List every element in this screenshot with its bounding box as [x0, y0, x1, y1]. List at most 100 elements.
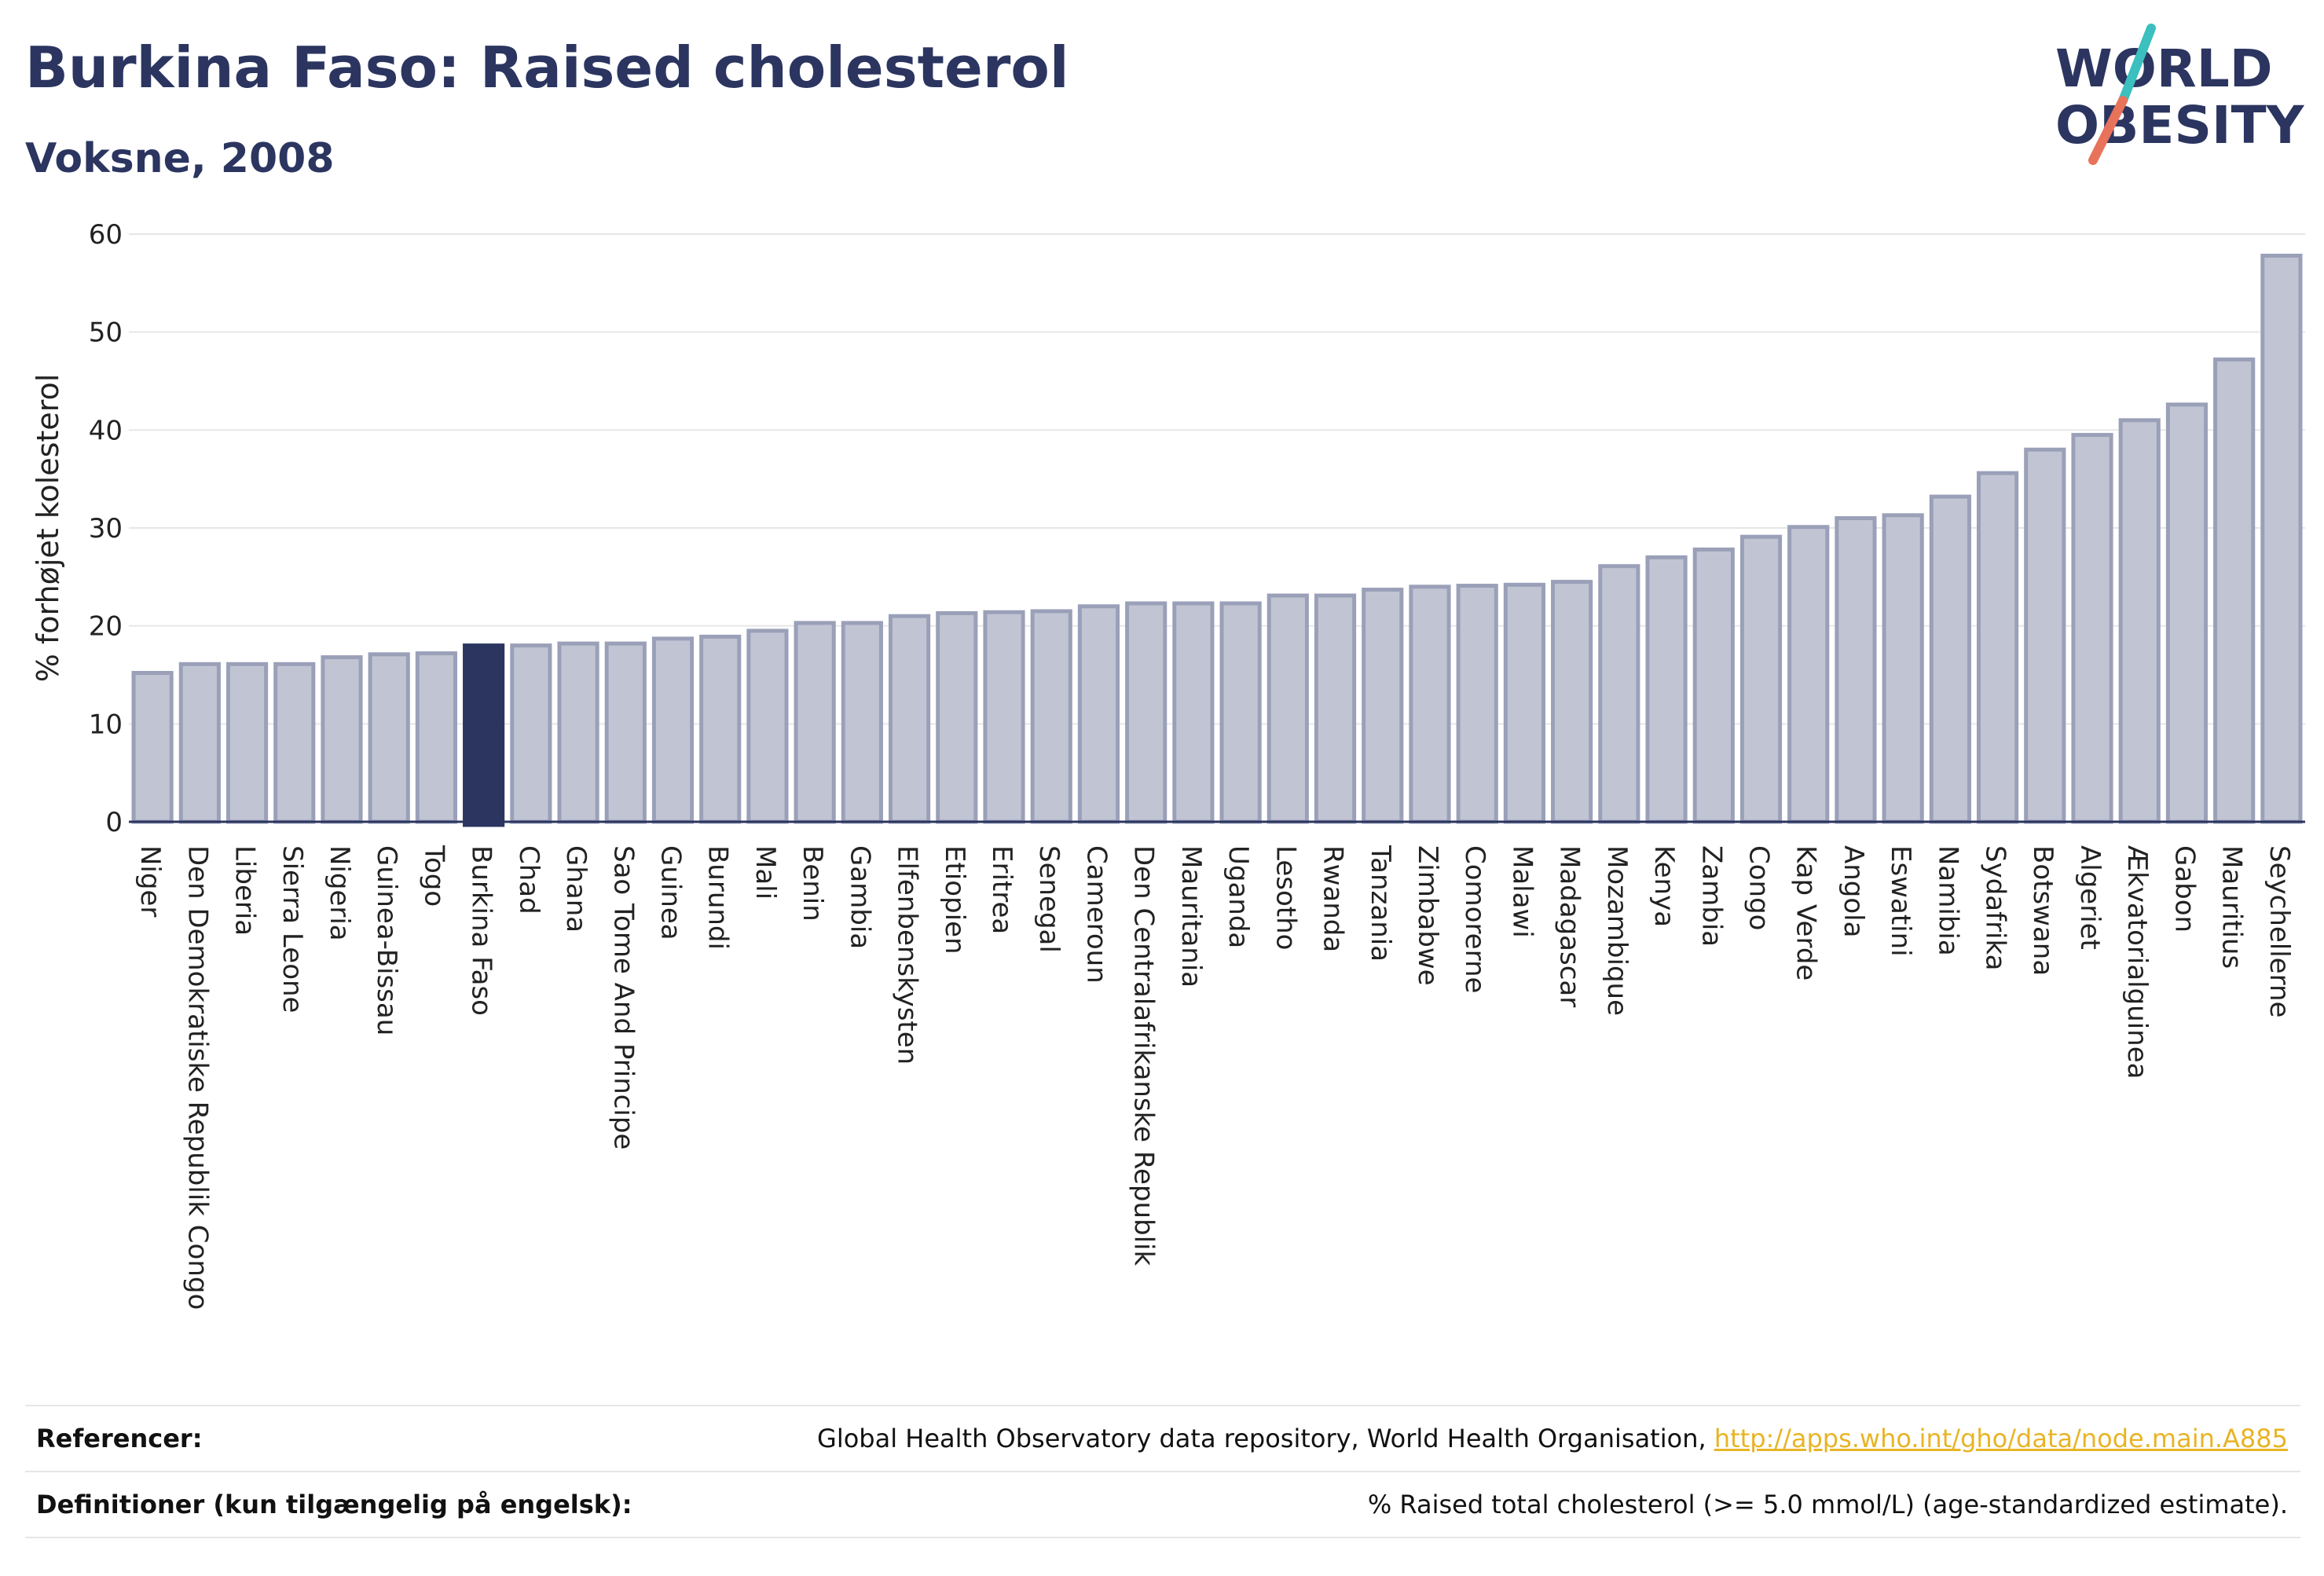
bar[interactable]: [794, 621, 836, 824]
references-text: Global Health Observatory data repositor…: [817, 1424, 1714, 1453]
bar[interactable]: [2071, 433, 2113, 824]
x-tick-label: Benin: [797, 845, 828, 922]
bar[interactable]: [131, 671, 174, 824]
bar[interactable]: [2165, 402, 2209, 824]
x-tick-label: Gambia: [844, 845, 875, 949]
bar[interactable]: [604, 641, 647, 824]
bar[interactable]: [2118, 418, 2161, 824]
x-tick-label: Etiopien: [939, 845, 970, 955]
y-tick-label: 40: [89, 415, 123, 446]
bar[interactable]: [889, 614, 931, 824]
x-tick-label: Guinea: [655, 845, 687, 940]
bar[interactable]: [1077, 604, 1120, 824]
definitions-label: Definitioner (kun tilgængelig på engelsk…: [36, 1490, 632, 1519]
world-obesity-logo: WORLD OBESITY: [2055, 24, 2305, 165]
x-tick-label: Nigeria: [324, 845, 355, 941]
x-tick-label: Mozambique: [1601, 845, 1633, 1016]
bar[interactable]: [273, 662, 316, 824]
x-tick-label: Kenya: [1648, 845, 1680, 927]
x-tick-label: Uganda: [1222, 845, 1254, 948]
bar[interactable]: [983, 610, 1025, 824]
x-tick-label: Tanzania: [1365, 845, 1396, 962]
references-link[interactable]: http://apps.who.int/gho/data/node.main.A…: [1714, 1424, 2288, 1453]
x-tick-label: Gabon: [2168, 845, 2200, 933]
x-tick-label: Den Centralafrikanske Republik: [1128, 845, 1160, 1266]
bar[interactable]: [2260, 253, 2303, 824]
x-tick-label: Sydafrika: [1980, 845, 2011, 970]
x-tick-label: Niger: [134, 845, 166, 917]
x-tick-label: Elfenbenskysten: [892, 845, 923, 1065]
bar[interactable]: [1977, 471, 2019, 824]
x-tick-label: Madagascar: [1554, 845, 1585, 1007]
x-tick-label: Sao Tome And Principe: [607, 845, 639, 1149]
bar[interactable]: [699, 634, 742, 824]
bar[interactable]: [415, 651, 458, 824]
x-tick-label: Senegal: [1033, 845, 1065, 953]
x-tick-label: Rwanda: [1318, 845, 1349, 952]
bar[interactable]: [651, 636, 695, 824]
bar[interactable]: [936, 610, 978, 824]
x-tick-label: Togo: [418, 845, 449, 907]
x-tick-label: Burundi: [702, 845, 734, 950]
bar-highlighted[interactable]: [463, 643, 505, 827]
bar[interactable]: [510, 643, 552, 824]
references-table: Referencer: Global Health Observatory da…: [25, 1405, 2300, 1538]
bar[interactable]: [1645, 555, 1688, 824]
references-label: Referencer:: [36, 1424, 203, 1453]
bar[interactable]: [1692, 547, 1735, 824]
bar[interactable]: [557, 641, 599, 824]
references-row: Referencer: Global Health Observatory da…: [25, 1405, 2300, 1471]
bar[interactable]: [746, 629, 789, 824]
bar[interactable]: [1219, 601, 1262, 824]
bar[interactable]: [225, 662, 269, 824]
x-tick-label: Sierra Leone: [277, 845, 308, 1013]
x-tick-label: Ækvatorialguinea: [2121, 845, 2153, 1079]
definitions-row: Definitioner (kun tilgængelig på engelsk…: [25, 1471, 2300, 1538]
bar[interactable]: [1362, 588, 1404, 824]
x-tick-label: Mauritius: [2216, 845, 2248, 969]
bar[interactable]: [1929, 494, 1971, 824]
bar[interactable]: [1409, 585, 1451, 824]
bar[interactable]: [1030, 609, 1072, 824]
x-tick-label: Zambia: [1695, 845, 1727, 947]
bar[interactable]: [1503, 582, 1545, 824]
bar[interactable]: [1314, 593, 1357, 824]
bar[interactable]: [178, 662, 221, 824]
y-tick-label: 0: [105, 807, 123, 838]
bar[interactable]: [1787, 525, 1830, 824]
x-tick-label: Ghana: [560, 845, 592, 933]
bar[interactable]: [1835, 516, 1877, 824]
bar[interactable]: [1882, 513, 1924, 824]
x-tick-label: Cameroun: [1080, 845, 1112, 984]
x-tick-label: Malawi: [1506, 845, 1538, 938]
bar[interactable]: [2024, 447, 2066, 824]
logo-slash-bottom: [2088, 96, 2128, 165]
x-tick-label: Den Demokratiske Republik Congo: [181, 845, 213, 1310]
x-tick-label: Zimbabwe: [1412, 845, 1443, 986]
bar[interactable]: [1125, 601, 1167, 824]
bar[interactable]: [1172, 601, 1215, 824]
bar[interactable]: [1739, 534, 1783, 824]
page-title: Burkina Faso: Raised cholesterol: [25, 35, 1069, 101]
bar[interactable]: [2213, 357, 2256, 824]
x-tick-label: Lesotho: [1270, 845, 1301, 950]
bar[interactable]: [1598, 564, 1640, 824]
x-tick-label: Chad: [513, 845, 544, 914]
x-tick-label: Kap Verde: [1791, 845, 1822, 980]
bar[interactable]: [368, 652, 410, 824]
x-tick-label: Botswana: [2027, 845, 2058, 976]
y-axis-label: % forhøjet kolesterol: [31, 374, 65, 683]
x-tick-label: Algeriet: [2074, 845, 2106, 950]
bar[interactable]: [1266, 593, 1309, 824]
x-tick-label: Guinea-Bissau: [371, 845, 402, 1035]
x-tick-label: Liberia: [229, 845, 261, 936]
bar-chart: 0 10 20 30 40 50 60 Niger Den Demokratiske Repu…: [31, 219, 2305, 1310]
bar[interactable]: [1551, 580, 1593, 824]
x-tick-label: Burkina Faso: [466, 845, 497, 1016]
bar[interactable]: [321, 655, 363, 824]
logo-slash-top: [2118, 24, 2156, 105]
bar[interactable]: [841, 621, 883, 824]
bar[interactable]: [1456, 584, 1498, 824]
x-tick-label: Namibia: [1932, 845, 1963, 956]
x-tick-label: Eritrea: [986, 845, 1017, 934]
